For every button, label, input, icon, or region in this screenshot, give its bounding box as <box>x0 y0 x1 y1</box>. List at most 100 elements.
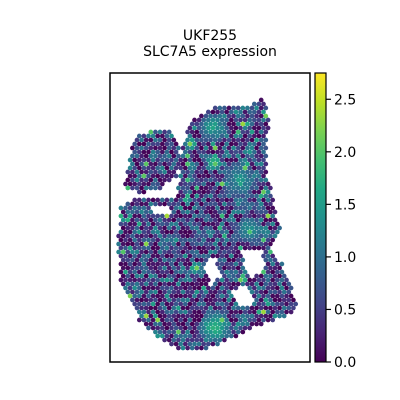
expression-spot <box>142 286 147 291</box>
expression-spot <box>188 286 193 291</box>
expression-spot <box>201 310 206 315</box>
expression-spot <box>254 114 259 119</box>
expression-spot <box>151 246 156 251</box>
expression-spot <box>252 214 257 219</box>
expression-spot <box>160 254 165 259</box>
expression-spot <box>142 262 147 267</box>
expression-spot <box>261 230 266 235</box>
expression-spot <box>174 286 179 291</box>
expression-spot <box>217 122 222 127</box>
expression-spot <box>231 330 236 335</box>
expression-spot <box>215 342 220 347</box>
expression-spot <box>153 298 158 303</box>
expression-spot <box>211 150 216 155</box>
expression-spot <box>158 330 163 335</box>
expression-spot <box>158 202 163 207</box>
expression-spot <box>222 330 227 335</box>
expression-spot <box>181 274 186 279</box>
expression-spot <box>259 314 264 319</box>
expression-spot <box>148 210 153 215</box>
expression-spot <box>227 146 232 151</box>
expression-spot <box>227 330 232 335</box>
expression-spot <box>194 146 199 151</box>
expression-spot <box>128 174 133 179</box>
expression-spot <box>167 162 172 167</box>
expression-spot <box>236 106 241 111</box>
expression-spot <box>178 214 183 219</box>
expression-spot <box>268 242 273 247</box>
expression-spot <box>229 118 234 123</box>
expression-spot <box>192 174 197 179</box>
expression-spot <box>188 126 193 131</box>
expression-spot <box>135 218 140 223</box>
expression-spot <box>116 250 121 255</box>
expression-spot <box>220 334 225 339</box>
expression-spot <box>167 138 172 143</box>
expression-spot <box>222 322 227 327</box>
expression-spot <box>204 226 209 231</box>
expression-spot <box>169 142 174 147</box>
expression-spot <box>151 142 156 147</box>
expression-spot <box>146 182 151 187</box>
expression-spot <box>206 166 211 171</box>
expression-spot <box>144 322 149 327</box>
expression-spot <box>185 186 190 191</box>
expression-spot <box>181 346 186 351</box>
expression-spot <box>261 254 266 259</box>
expression-spot <box>211 110 216 115</box>
expression-spot <box>121 266 126 271</box>
expression-spot <box>254 202 259 207</box>
expression-spot <box>128 270 133 275</box>
expression-spot <box>252 230 257 235</box>
expression-spot <box>261 150 266 155</box>
expression-spot <box>224 118 229 123</box>
expression-spot <box>211 142 216 147</box>
expression-spot <box>197 126 202 131</box>
expression-spot <box>261 222 266 227</box>
expression-spot <box>208 234 213 239</box>
expression-spot <box>165 302 170 307</box>
expression-spot <box>254 274 259 279</box>
expression-spot <box>275 286 280 291</box>
expression-spot <box>142 198 147 203</box>
expression-spot <box>211 198 216 203</box>
expression-spot <box>259 202 264 207</box>
expression-spot <box>222 178 227 183</box>
expression-spot <box>135 170 140 175</box>
expression-spot <box>194 218 199 223</box>
expression-spot <box>231 186 236 191</box>
expression-spot <box>192 246 197 251</box>
expression-spot <box>158 250 163 255</box>
expression-spot <box>185 170 190 175</box>
expression-spot <box>160 158 165 163</box>
expression-spot <box>142 222 147 227</box>
expression-spot <box>206 254 211 259</box>
expression-spot <box>259 98 264 103</box>
expression-spot <box>171 234 176 239</box>
expression-spot <box>243 190 248 195</box>
expression-spot <box>181 226 186 231</box>
expression-spot <box>282 298 287 303</box>
expression-spot <box>162 218 167 223</box>
expression-spot <box>185 202 190 207</box>
expression-spot <box>213 250 218 255</box>
expression-spot <box>137 262 142 267</box>
expression-spot <box>229 238 234 243</box>
expression-spot <box>125 242 130 247</box>
expression-spot <box>162 258 167 263</box>
expression-spot <box>190 178 195 183</box>
expression-spot <box>206 206 211 211</box>
expression-spot <box>261 286 266 291</box>
expression-spot <box>243 150 248 155</box>
expression-spot <box>201 222 206 227</box>
expression-spot <box>190 266 195 271</box>
expression-spot <box>178 278 183 283</box>
expression-spot <box>252 142 257 147</box>
expression-spot <box>160 142 165 147</box>
expression-spot <box>171 258 176 263</box>
expression-spot <box>280 310 285 315</box>
expression-spot <box>206 310 211 315</box>
expression-spot <box>201 150 206 155</box>
expression-spot <box>171 210 176 215</box>
expression-spot <box>153 162 158 167</box>
